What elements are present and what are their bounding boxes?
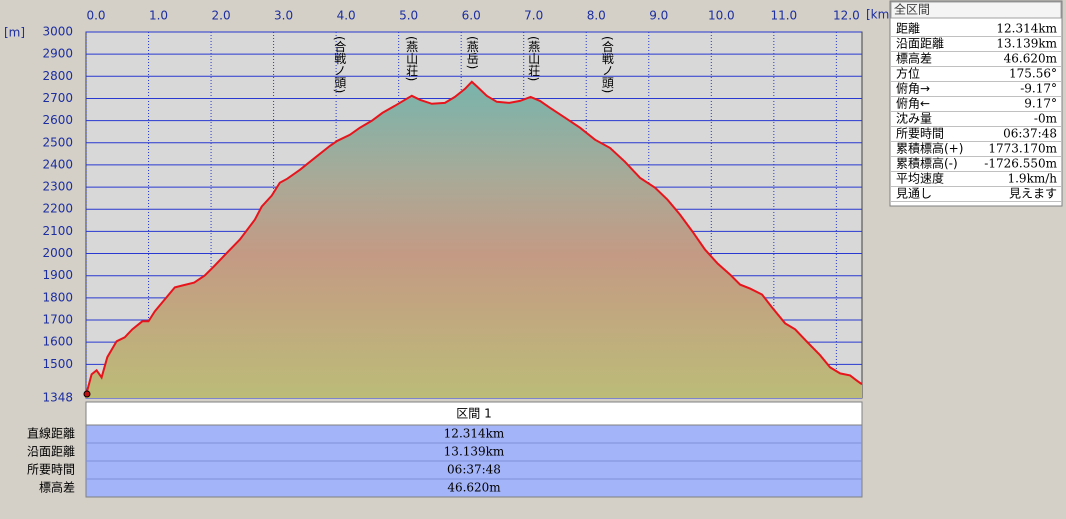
peak-annotation: (合戦ノ頭) [333,36,347,93]
summary-value: 12.314km [996,22,1057,36]
summary-value: 見えます [1009,187,1057,201]
x-tick-label: 8.0 [587,9,606,23]
summary-value: -0m [1034,112,1058,126]
section-title: 区間 1 [456,407,491,421]
summary-value: -9.17° [1020,82,1057,96]
x-tick-label: 2.0 [212,9,231,23]
y-tick-label: 2300 [42,180,73,194]
summary-value: -1726.550m [984,157,1057,171]
peak-annotation: (合戦ノ頭) [600,36,614,93]
x-tick-label: 12.0 [833,9,860,23]
summary-label: 累積標高(-) [896,156,958,171]
x-tick-label: 10.0 [708,9,735,23]
x-tick-label: 9.0 [649,9,668,23]
row-value: 46.620m [447,481,501,495]
x-tick-label: 4.0 [337,9,356,23]
row-label: 標高差 [39,480,75,495]
y-tick-label: 1600 [42,335,73,349]
y-tick-label: 2700 [42,91,73,105]
summary-value: 46.620m [1004,52,1058,66]
start-marker [83,390,91,398]
row-label: 直線距離 [27,426,75,441]
row-label: 沿面距離 [27,445,75,459]
y-tick-label: 1348 [42,391,73,405]
y-tick-label: 2900 [42,47,73,61]
summary-label: 標高差 [896,51,932,66]
y-tick-label: 3000 [42,25,73,39]
x-tick-label: 1.0 [149,9,168,23]
summary-label: 沈み量 [896,111,932,126]
x-tick-label: 5.0 [399,9,418,23]
summary-value: 1773.170m [988,142,1057,156]
summary-label: 累積標高(+) [896,141,963,156]
x-tick-label: 6.0 [462,9,481,23]
summary-label: 距離 [896,22,920,36]
summary-label: 所要時間 [896,127,944,141]
summary-value: 06:37:48 [1003,127,1057,141]
summary-header [890,1,1062,19]
y-tick-label: 1800 [42,290,73,304]
peak-annotation: (燕山荘) [527,36,541,81]
x-axis-label: [km] [866,8,894,22]
profile-area [86,81,862,399]
y-tick-label: 2200 [42,202,73,216]
summary-label: 俯角→ [896,81,930,96]
summary-value: 9.17° [1024,97,1057,111]
y-tick-label: 2800 [42,69,73,83]
peak-annotation: (燕山荘) [405,36,419,81]
summary-label: 見通し [896,187,932,201]
y-tick-label: 2000 [42,246,73,260]
summary-value: 1.9km/h [1007,172,1057,186]
summary-label: 俯角← [896,96,930,111]
row-value: 12.314km [444,427,505,441]
row-value: 13.139km [444,445,505,459]
x-tick-label: 3.0 [274,9,293,23]
summary-label: 平均速度 [896,171,944,186]
y-tick-label: 2400 [42,157,73,171]
y-tick-label: 1900 [42,268,73,282]
summary-value: 13.139km [996,37,1057,51]
peak-annotation: (燕岳) [465,36,479,69]
summary-label: 方位 [896,66,920,81]
x-tick-label: 0.0 [86,9,105,23]
y-axis-label: [m] [4,26,25,40]
x-tick-label: 11.0 [770,9,797,23]
summary-value: 175.56° [1009,67,1057,81]
summary-label: 沿面距離 [896,37,944,51]
row-value: 06:37:48 [447,463,501,477]
y-tick-label: 2600 [42,113,73,127]
row-label: 所要時間 [27,463,75,477]
y-tick-label: 1500 [42,357,73,371]
y-tick-label: 1700 [42,313,73,327]
x-tick-label: 7.0 [524,9,543,23]
summary-title: 全区間 [894,2,930,17]
y-tick-label: 2100 [42,224,73,238]
profile-line [85,80,863,396]
y-tick-label: 2500 [42,135,73,149]
